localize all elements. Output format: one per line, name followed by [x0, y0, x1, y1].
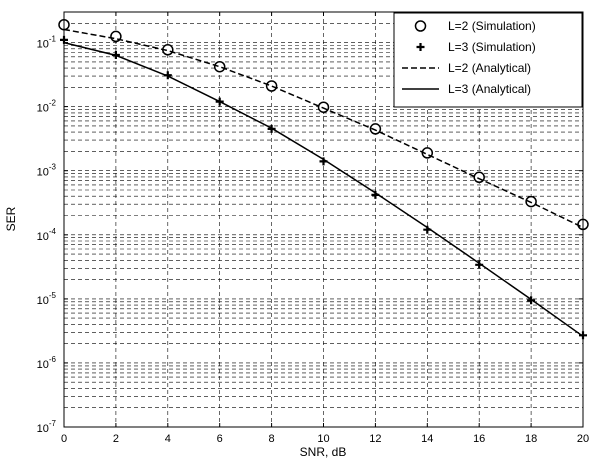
data-point-circle [473, 171, 485, 184]
y-tick-label: 10-4 [37, 227, 57, 243]
x-axis-label: SNR, dB [300, 445, 347, 459]
x-tick-label: 20 [577, 433, 589, 445]
grid [63, 11, 584, 428]
data-point-circle [369, 123, 382, 135]
data-point-circle [265, 80, 278, 92]
y-axis-label: SER [4, 206, 18, 231]
y-tick-label: 10-6 [37, 355, 57, 371]
x-tick-label: 18 [525, 433, 537, 445]
y-tick-label: 10-1 [37, 35, 57, 51]
legend-label: L=2 (Analytical) [448, 61, 531, 75]
x-tick-label: 12 [369, 433, 381, 445]
data-point-circle [213, 60, 226, 73]
x-tick-label: 6 [217, 433, 223, 445]
x-tick-label: 10 [317, 433, 329, 445]
legend-label: L=3 (Analytical) [448, 82, 531, 96]
legend-symbol-plus [416, 43, 425, 51]
legend-symbol-circle [414, 20, 427, 32]
y-tick-label: 10-7 [37, 419, 57, 435]
y-tick-label: 10-3 [37, 163, 57, 179]
legend-label: L=2 (Simulation) [448, 19, 536, 33]
legend-label: L=3 (Simulation) [448, 40, 536, 54]
series-line-solid [63, 41, 584, 337]
y-tick-label: 10-2 [37, 99, 57, 115]
x-tick-label: 16 [473, 433, 485, 445]
x-tick-label: 14 [421, 433, 433, 445]
series-line-dashed [63, 28, 584, 229]
data-point-circle [317, 101, 330, 113]
x-tick-label: 0 [61, 433, 67, 445]
y-tick-label: 10-5 [37, 291, 57, 307]
plot-frame [63, 11, 584, 428]
x-tick-label: 2 [113, 433, 119, 445]
x-tick-label: 4 [165, 433, 171, 445]
legend: L=2 (Simulation) L=3 (Simulation) L=2 (Ana… [393, 12, 583, 108]
x-tick-label: 8 [269, 433, 275, 445]
